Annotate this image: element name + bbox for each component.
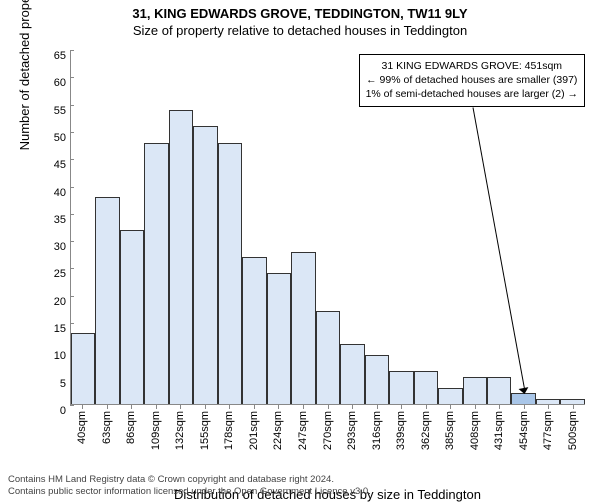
x-tick-mark <box>303 405 304 409</box>
y-tick-label: 40 <box>54 187 66 199</box>
x-axis-ticks: 40sqm 63sqm 86sqm 109sqm 132sqm 155sqm 178sqm 2… <box>70 405 585 485</box>
bar <box>218 143 242 404</box>
x-tick-mark <box>131 405 132 409</box>
y-tick-label: 5 <box>60 378 66 390</box>
x-tick-mark <box>328 405 329 409</box>
y-tick-label: 45 <box>54 159 66 171</box>
annotation-line3: 1% of semi-detached houses are larger (2… <box>366 87 578 101</box>
bar <box>242 257 266 404</box>
x-tick-mark <box>450 405 451 409</box>
bar <box>316 311 340 404</box>
bar <box>365 355 389 404</box>
x-tick-mark <box>229 405 230 409</box>
plot-area: 31 KING EDWARDS GROVE: 451sqm ← 99% of d… <box>70 50 585 405</box>
bar <box>463 377 487 404</box>
bar <box>120 230 144 404</box>
x-tick-mark <box>426 405 427 409</box>
chart-container: Number of detached properties 0510152025… <box>45 50 585 430</box>
bar <box>414 371 438 404</box>
y-tick-label: 35 <box>54 214 66 226</box>
bar <box>144 143 168 404</box>
x-tick-label: 86sqm <box>125 411 137 444</box>
bar <box>71 333 95 404</box>
y-tick-label: 50 <box>54 132 66 144</box>
x-tick-label: 408sqm <box>469 411 481 450</box>
y-axis-ticks: 05101520253035404550556065 <box>45 50 70 405</box>
y-tick-label: 55 <box>54 105 66 117</box>
chart-subtitle: Size of property relative to detached ho… <box>0 23 600 38</box>
y-tick-label: 0 <box>60 405 66 417</box>
x-tick-label: 247sqm <box>297 411 309 450</box>
bar <box>291 252 315 404</box>
x-tick-label: 63sqm <box>101 411 113 444</box>
bar <box>487 377 511 404</box>
y-tick-label: 20 <box>54 296 66 308</box>
x-tick-mark <box>205 405 206 409</box>
annotation-box: 31 KING EDWARDS GROVE: 451sqm ← 99% of d… <box>359 54 585 107</box>
x-tick-mark <box>548 405 549 409</box>
footer-attribution: Contains HM Land Registry data © Crown c… <box>8 474 371 498</box>
y-tick-label: 30 <box>54 241 66 253</box>
x-tick-label: 132sqm <box>174 411 186 450</box>
footer-line1: Contains HM Land Registry data © Crown c… <box>8 474 371 486</box>
x-tick-label: 477sqm <box>542 411 554 450</box>
bar <box>95 197 119 404</box>
x-tick-mark <box>377 405 378 409</box>
x-tick-label: 109sqm <box>150 411 162 450</box>
x-tick-mark <box>475 405 476 409</box>
x-tick-label: 270sqm <box>322 411 334 450</box>
x-tick-mark <box>156 405 157 409</box>
bar <box>511 393 535 404</box>
y-tick-label: 15 <box>54 323 66 335</box>
chart-title: 31, KING EDWARDS GROVE, TEDDINGTON, TW11… <box>0 6 600 21</box>
x-tick-label: 385sqm <box>444 411 456 450</box>
x-tick-mark <box>82 405 83 409</box>
x-tick-mark <box>573 405 574 409</box>
y-tick-label: 25 <box>54 268 66 280</box>
x-tick-label: 293sqm <box>346 411 358 450</box>
x-tick-label: 339sqm <box>395 411 407 450</box>
bar <box>560 399 584 404</box>
bar <box>340 344 364 404</box>
annotation-line2: ← 99% of detached houses are smaller (39… <box>366 73 578 87</box>
x-tick-mark <box>254 405 255 409</box>
y-tick-label: 10 <box>54 350 66 362</box>
x-tick-label: 362sqm <box>420 411 432 450</box>
bar <box>389 371 413 404</box>
y-axis-label: Number of detached properties <box>17 0 32 150</box>
x-tick-label: 40sqm <box>76 411 88 444</box>
x-tick-mark <box>499 405 500 409</box>
y-tick-label: 60 <box>54 77 66 89</box>
bar <box>438 388 462 404</box>
x-tick-label: 178sqm <box>223 411 235 450</box>
x-tick-label: 316sqm <box>371 411 383 450</box>
x-tick-mark <box>107 405 108 409</box>
bar <box>193 126 217 404</box>
y-tick-label: 65 <box>54 50 66 62</box>
x-tick-mark <box>352 405 353 409</box>
x-tick-mark <box>524 405 525 409</box>
x-tick-label: 500sqm <box>567 411 579 450</box>
x-tick-mark <box>278 405 279 409</box>
x-tick-label: 454sqm <box>518 411 530 450</box>
bar <box>536 399 560 404</box>
x-tick-label: 201sqm <box>248 411 260 450</box>
x-tick-label: 224sqm <box>272 411 284 450</box>
annotation-line1: 31 KING EDWARDS GROVE: 451sqm <box>366 59 578 73</box>
x-tick-label: 431sqm <box>493 411 505 450</box>
bar <box>267 273 291 404</box>
x-tick-mark <box>401 405 402 409</box>
bar <box>169 110 193 404</box>
footer-line2: Contains public sector information licen… <box>8 486 371 498</box>
x-tick-mark <box>180 405 181 409</box>
x-tick-label: 155sqm <box>199 411 211 450</box>
